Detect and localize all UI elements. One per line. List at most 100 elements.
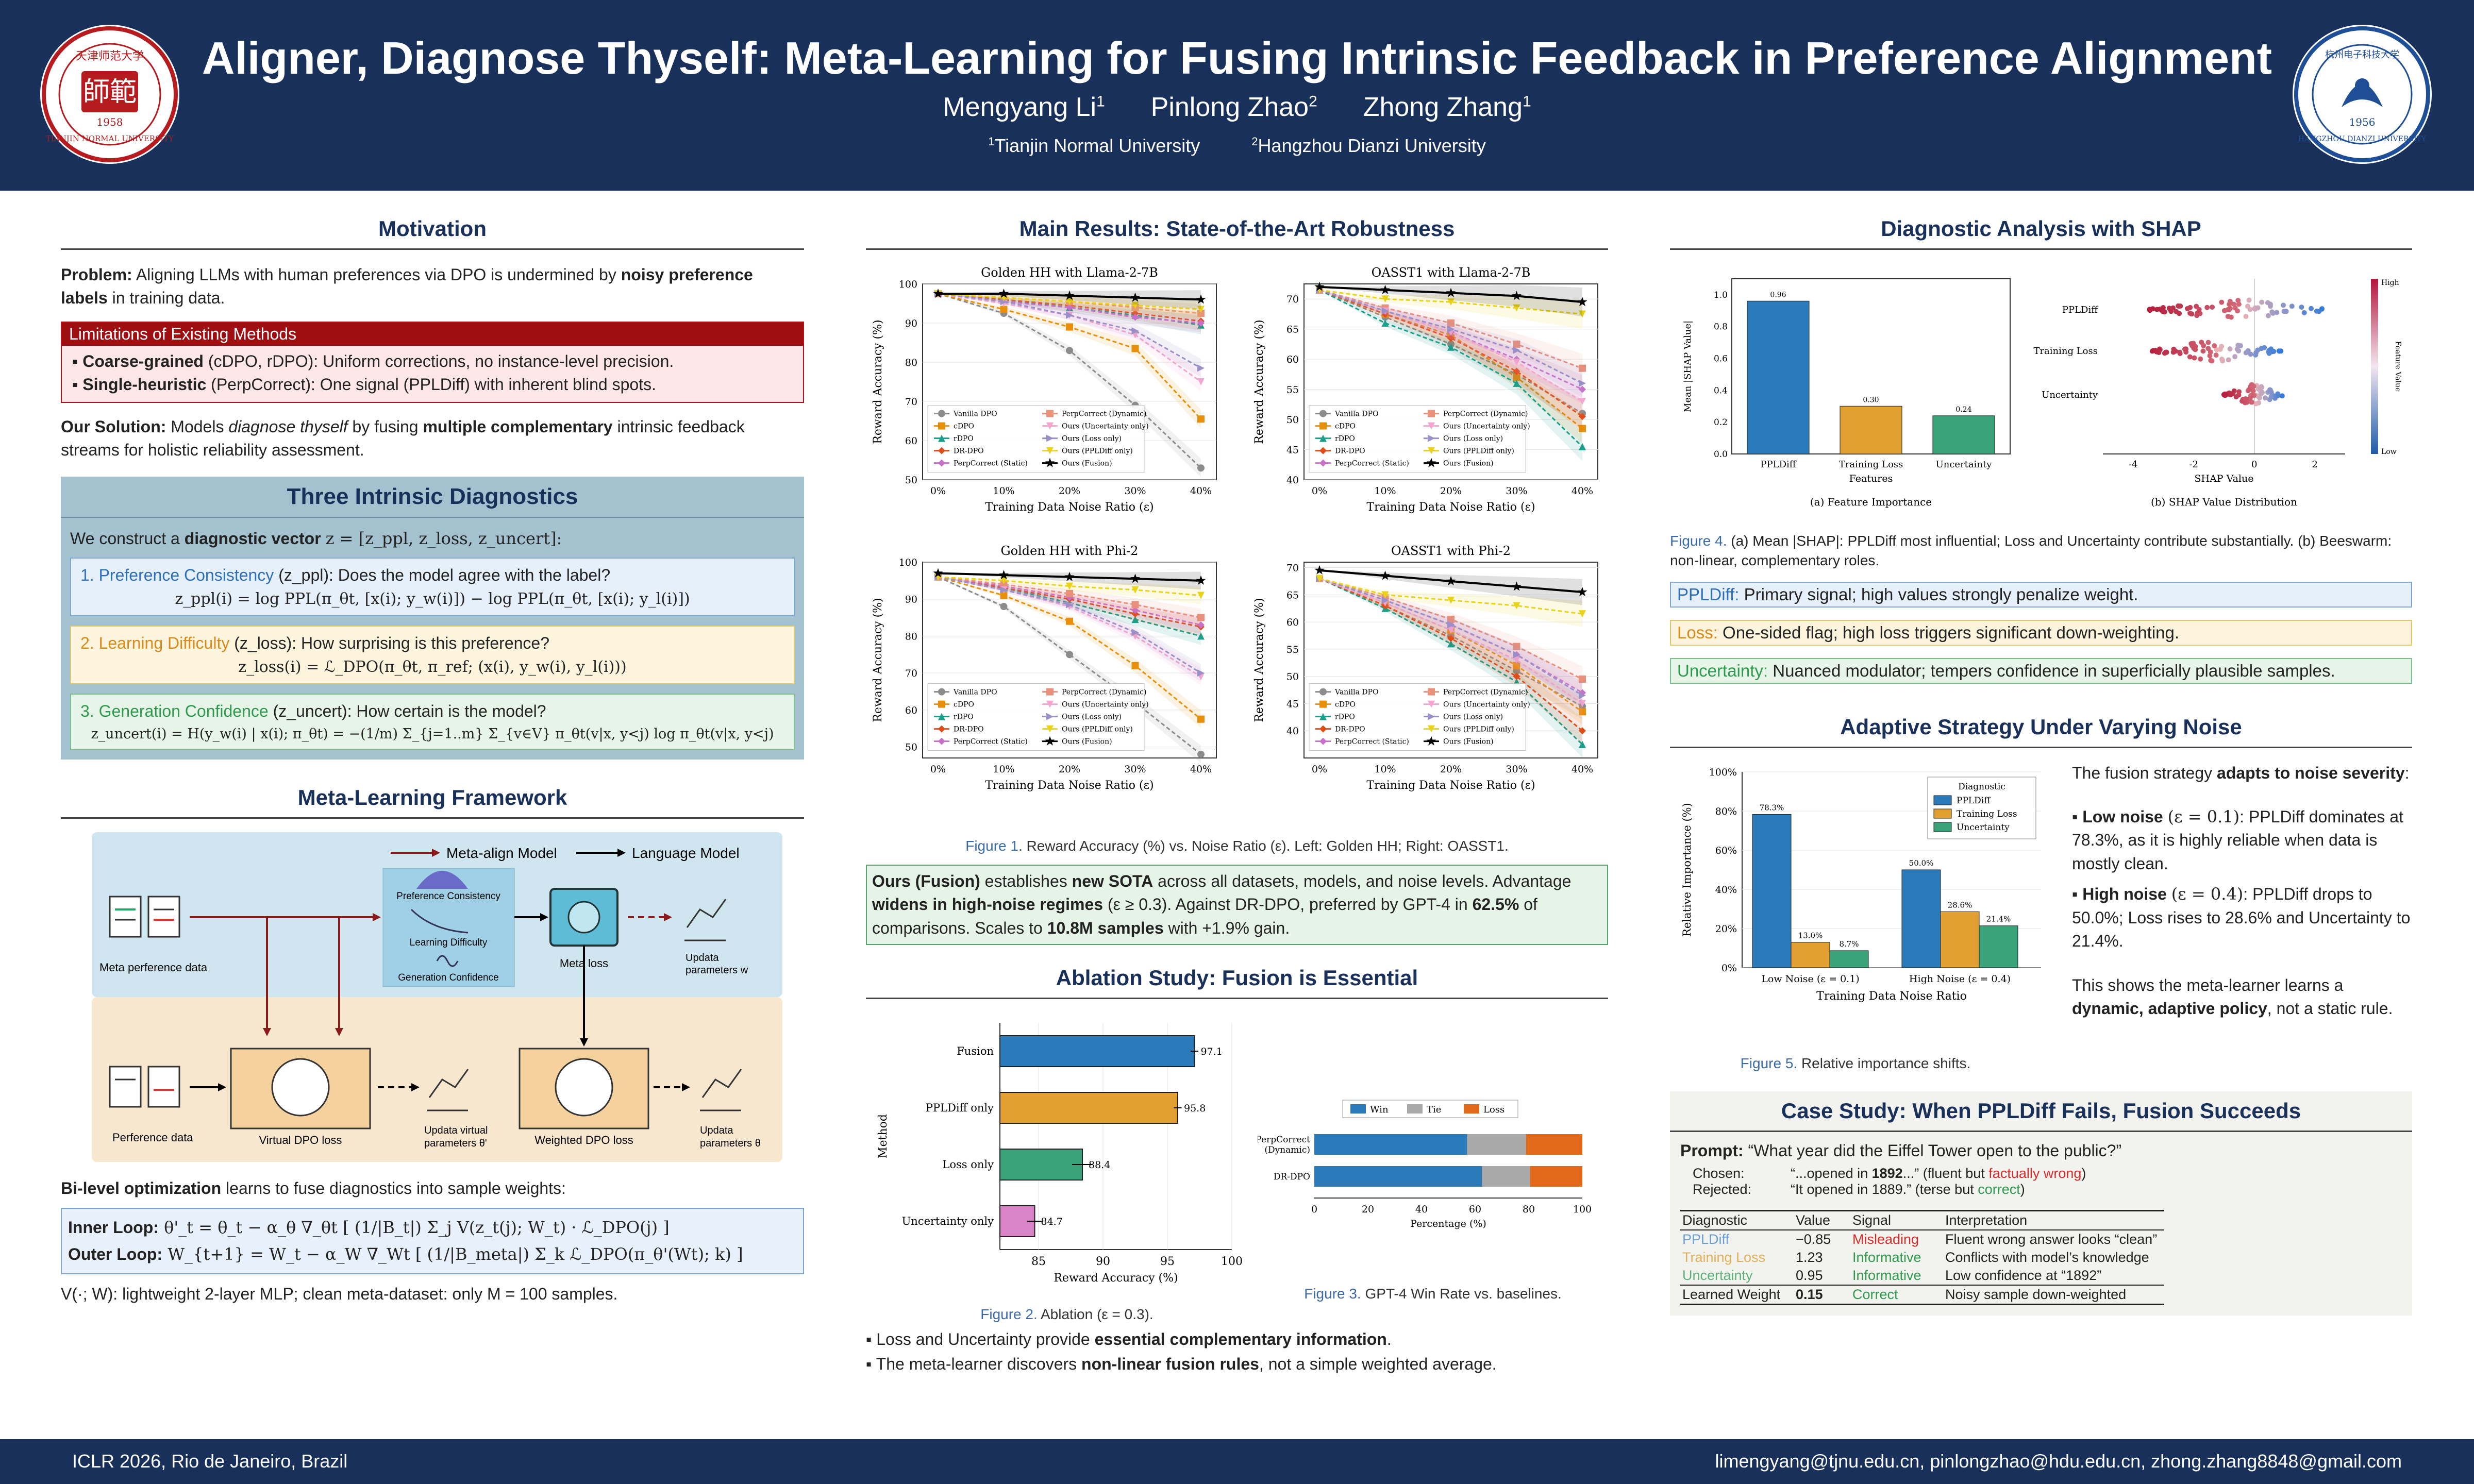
shap-point [2281,302,2286,308]
shap-point [2196,307,2202,312]
update-theta-icon [700,1069,742,1111]
equation-ppl: z_ppl(i) = log PPL(π_θt, [x(i); y_w(i)])… [175,590,690,609]
shap-point [2263,395,2268,401]
shap-point [2157,347,2163,352]
x-axis-label: Percentage (%) [1410,1218,1486,1229]
legend-entry: cDPO [1335,423,1356,431]
legend-marker [1428,447,1435,454]
data-point [1579,610,1586,618]
shap-point [2232,354,2238,360]
legend-marker [1045,736,1055,746]
diagnostic-learning-difficulty: 2. Learning Difficulty (z_loss): How sur… [70,626,795,685]
legend-marker [1045,458,1055,467]
legend-entry: rDPO [954,713,974,721]
legend-marker [1046,410,1054,417]
shap-figures: 0.0 0.2 0.4 0.6 0.8 1.0 Mean |SHAP Value| 0.96 P… [1670,263,2412,531]
category-label: PerpCorrect [1258,1135,1310,1145]
stacked-bar [1526,1134,1582,1155]
data-label: 84.7 [1041,1216,1063,1227]
data-label: 0.30 [1863,396,1879,404]
column-right: Diagnostic Analysis with SHAP 0.0 0.2 0.4 0… [1670,216,2412,1316]
legend-marker [1428,713,1435,720]
data-point [1197,378,1205,385]
limitation-item: ▪ Coarse-grained (cDPO, rDPO): Uniform c… [72,351,674,370]
shap-point [2245,348,2251,353]
fw-upd-w1: Updata [686,952,719,964]
y-tick-label: 50 [905,741,917,753]
data-point [1579,413,1586,420]
data-point [1130,574,1140,583]
data-point [1066,303,1073,311]
data-point [1314,565,1325,575]
table-row-final: Learned Weight 0.15 Correct Noisy sample… [1680,1285,2165,1305]
data-point [1197,669,1205,677]
problem-statement: Problem: Aligning LLMs with human prefer… [61,265,753,308]
main-results-title: Main Results: State-of-the-Art Robustnes… [866,216,1608,250]
y-tick-label: 90 [905,594,917,605]
confidence-band [938,577,1201,604]
data-label: 8.7% [1839,939,1859,949]
case-study-box: Case Study: When PPLDiff Fails, Fusion S… [1670,1091,2412,1316]
legend-marker [1428,422,1435,430]
data-point [1131,629,1139,636]
data-point [1131,301,1139,309]
data-point [1579,310,1586,318]
shap-point [2235,298,2241,303]
bar [999,1035,1195,1068]
mlp-note: V(·; W): lightweight 2-layer MLP; clean … [61,1285,618,1304]
data-label: 95.8 [1184,1103,1206,1114]
x-tick-label: 60 [1469,1204,1481,1215]
legend-marker [938,725,945,733]
feature-label: PPLDiff [2062,305,2098,315]
data-point [1000,577,1008,584]
legend-marker [1319,725,1327,733]
framework-diagram: Meta-align Model Language Model Meta per… [61,832,804,1170]
legend-marker [1319,713,1327,720]
data-point [1000,586,1008,594]
data-point [1447,626,1455,634]
legend-marker [1428,725,1435,733]
data-point [1066,651,1073,659]
series-line [938,576,1201,626]
colorbar-label: Feature Value [2394,341,2402,392]
data-point [1579,740,1586,748]
legend-marker [938,447,945,454]
bar [1840,406,1902,454]
shap-point [2268,394,2274,399]
confidence-band [938,577,1201,627]
data-point [1577,587,1587,597]
x-tick-label: 10% [993,485,1014,497]
legend-entry: Vanilla DPO [1334,410,1379,418]
figure-2-caption: Figure 2. Ablation (ε = 0.3). [980,1306,1154,1323]
line-chart-4: OASST1 with Phi-2 40 45 50 55 60 65 70 0% 10% 20% 3… [1253,544,1598,792]
data-label: 21.4% [1986,914,2011,923]
x-tick-label: PPLDiff [1760,459,1796,470]
legend-entry: Ours (Loss only) [1443,435,1503,443]
category-label: Fusion [957,1045,994,1057]
data-point [933,568,943,578]
x-tick-label: High Noise (ε = 0.4) [1909,973,2011,985]
confidence-band [938,294,1201,429]
x-tick-label: 85 [1031,1255,1046,1268]
data-label: 78.3% [1760,803,1784,812]
legend-swatch [1464,1104,1479,1114]
legend-swatch [1407,1104,1423,1114]
category-label: Uncertainty only [902,1215,994,1227]
legend-entry: DR-DPO [954,447,984,456]
data-point [1131,616,1139,623]
stacked-bar [1314,1166,1482,1187]
x-tick-label: 0% [1312,485,1327,497]
shap-point [2243,396,2248,401]
bilevel-equations: Inner Loop: θ'_t = θ_t − α_θ ∇_θt [ (1/|… [61,1207,804,1275]
shap-point [2191,345,2197,351]
series-line [1319,289,1583,315]
x-tick-label: -2 [2189,459,2198,470]
legend-entry: DR-DPO [954,726,984,734]
y-tick-label: 60 [1286,354,1299,365]
logo-left-ring: TIANJIN NORMAL UNIVERSITY [46,134,174,143]
data-point [1513,340,1520,348]
case-title: Case Study: When PPLDiff Fails, Fusion S… [1670,1091,2412,1132]
legend-marker [938,737,945,745]
x-tick-label: 2 [2312,459,2318,470]
data-point [1579,689,1586,697]
